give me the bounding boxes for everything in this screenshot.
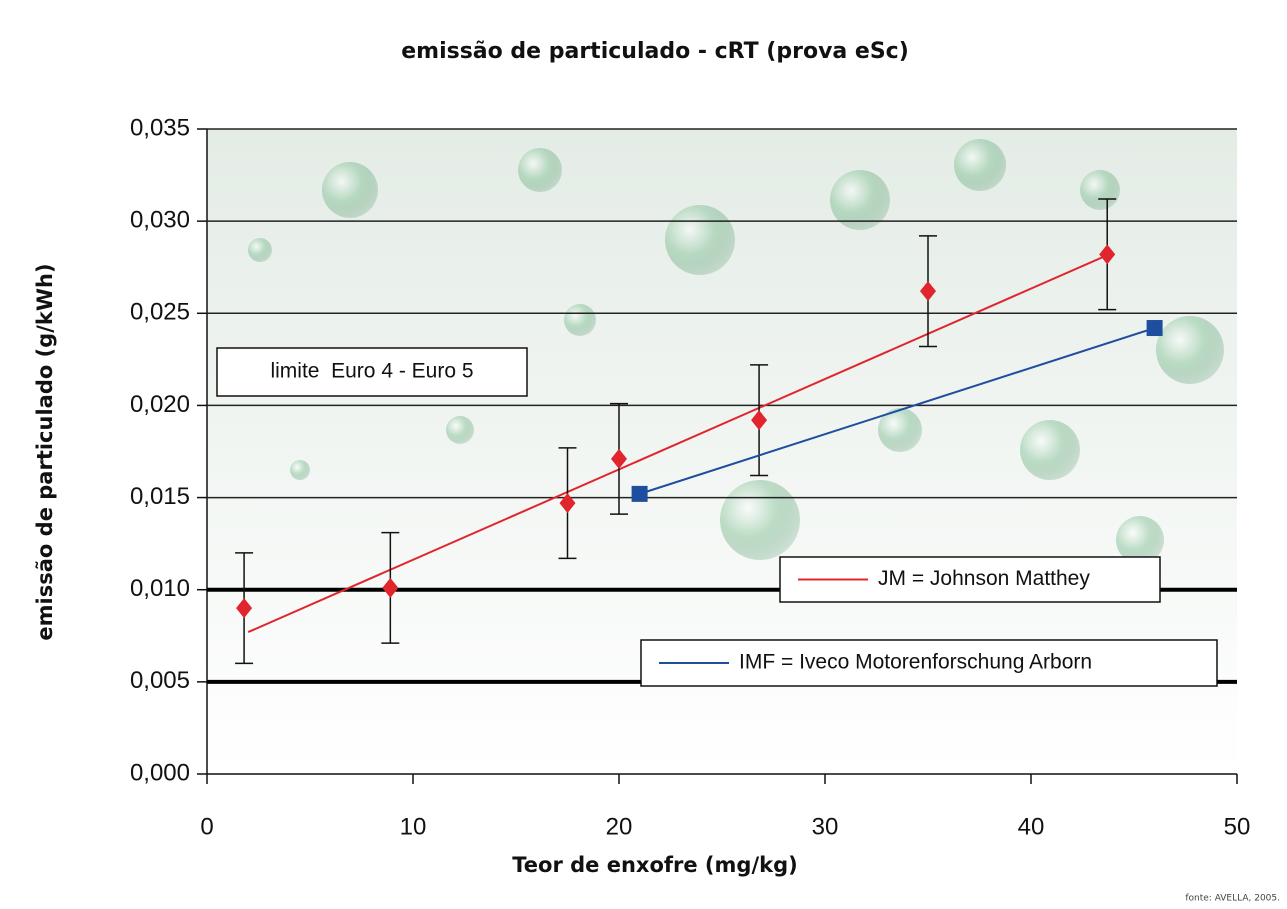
series-line xyxy=(639,327,1155,495)
x-tick-label: 0 xyxy=(200,813,213,840)
series-line xyxy=(247,251,1114,634)
point xyxy=(920,281,936,302)
point xyxy=(751,410,768,431)
y-tick-label: 0,005 xyxy=(130,667,190,694)
x-tick-label: 20 xyxy=(606,813,633,840)
y-tick-label: 0,025 xyxy=(130,299,190,326)
point xyxy=(382,577,399,598)
legend-label: JM = Johnson Matthey xyxy=(878,567,1090,590)
y-tick-label: 0,030 xyxy=(130,206,190,233)
y-tick-label: 0,035 xyxy=(130,114,190,141)
point xyxy=(236,598,253,619)
annotation: limite Euro 4 - Euro 5 xyxy=(270,360,473,383)
point xyxy=(611,448,627,469)
x-tick-label: 50 xyxy=(1224,813,1251,840)
legend-label: IMF = Iveco Motorenforschung Arborn xyxy=(739,651,1092,674)
x-axis-label: Teor de enxofre (mg/kg) xyxy=(512,853,797,877)
source-note: fonte: AVELLA, 2005. xyxy=(1185,894,1280,904)
x-tick-label: 30 xyxy=(812,813,839,840)
y-tick-label: 0,020 xyxy=(130,391,190,418)
chart-title: emissão de particulado - cRT (prova eSc) xyxy=(401,39,909,64)
y-tick-label: 0,010 xyxy=(130,575,190,602)
legend-box xyxy=(640,639,1218,687)
background-decoration xyxy=(248,139,1224,564)
x-tick-label: 40 xyxy=(1018,813,1045,840)
x-tick-label: 10 xyxy=(400,813,427,840)
annotation-box xyxy=(216,347,528,397)
point xyxy=(559,493,576,514)
y-tick-label: 0,015 xyxy=(130,483,190,510)
y-tick-label: 0,000 xyxy=(130,759,190,786)
y-axis-label: emissão de particulado (g/kWh) xyxy=(33,263,57,640)
point xyxy=(631,485,648,502)
point xyxy=(1099,244,1116,265)
point xyxy=(1146,320,1163,337)
